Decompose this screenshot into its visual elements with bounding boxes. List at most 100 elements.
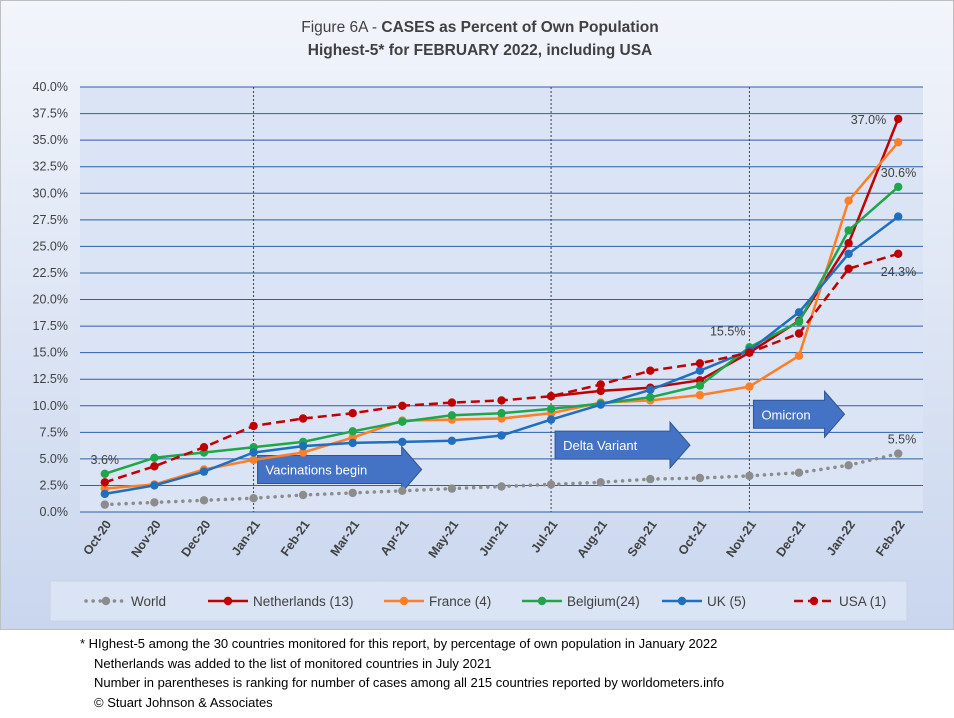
data-point	[844, 196, 853, 205]
data-point	[398, 417, 407, 426]
y-tick-label: 22.5%	[33, 266, 68, 280]
annotation-arrow	[257, 445, 423, 494]
data-point	[497, 431, 506, 440]
data-point	[794, 351, 804, 360]
data-point	[596, 400, 605, 409]
data-point	[894, 212, 903, 221]
legend-label: UK (5)	[707, 594, 746, 609]
annotation-label: Vacinations begin	[266, 463, 368, 478]
copyright-note: © Stuart Johnson & Associates	[94, 694, 273, 710]
y-tick-label: 15.0%	[33, 346, 68, 360]
data-point	[894, 449, 903, 458]
data-label: 3.6%	[91, 453, 120, 467]
data-point	[546, 404, 556, 414]
data-point	[398, 486, 407, 495]
data-point	[794, 317, 804, 326]
y-tick-label: 2.5%	[40, 478, 69, 492]
data-point	[894, 249, 903, 258]
data-point	[695, 381, 705, 390]
data-point	[894, 138, 903, 147]
data-point	[100, 489, 110, 499]
legend-label: Netherlands (13)	[253, 594, 354, 609]
data-point	[249, 494, 258, 503]
y-tick-label: 35.0%	[33, 133, 68, 147]
y-tick-label: 32.5%	[33, 160, 68, 174]
footnotes: * HIghest-5 among the 30 countries monit…	[80, 634, 724, 712]
legend-marker	[677, 596, 687, 606]
data-point	[745, 471, 754, 481]
legend-label: France (4)	[429, 594, 491, 609]
data-point	[596, 380, 605, 389]
data-point	[298, 448, 308, 457]
data-point	[844, 239, 853, 248]
annotation-arrow	[752, 389, 846, 439]
data-point	[100, 478, 110, 487]
data-point	[100, 500, 110, 509]
data-point	[199, 467, 209, 476]
legend-marker	[399, 596, 409, 606]
data-point	[298, 414, 308, 423]
data-point	[348, 427, 357, 436]
data-point	[695, 390, 705, 400]
data-point	[695, 366, 705, 375]
data-point	[447, 436, 457, 445]
data-point	[249, 421, 258, 431]
data-point	[646, 366, 655, 375]
data-point	[447, 411, 457, 420]
data-point	[695, 473, 705, 483]
data-point	[695, 359, 705, 368]
data-point	[894, 114, 903, 124]
data-label: 5.5%	[888, 433, 917, 447]
legend-label: Belgium(24)	[567, 594, 640, 609]
data-point	[844, 249, 853, 258]
y-tick-label: 17.5%	[33, 319, 68, 333]
data-point	[348, 438, 357, 448]
y-tick-label: 5.0%	[40, 452, 69, 466]
data-point	[794, 468, 804, 477]
y-tick-label: 20.0%	[33, 293, 68, 307]
data-point	[497, 396, 506, 405]
footnote-2: Netherlands was added to the list of mon…	[94, 655, 492, 671]
legend-marker	[537, 596, 547, 606]
data-point	[546, 480, 556, 489]
y-tick-label: 37.5%	[33, 107, 68, 121]
data-point	[150, 498, 159, 507]
data-point	[298, 490, 308, 500]
legend-marker	[809, 596, 819, 606]
data-point	[398, 401, 407, 410]
data-label: 24.3%	[881, 265, 916, 279]
data-point	[745, 382, 754, 391]
data-point	[249, 448, 258, 457]
data-point	[646, 393, 655, 402]
y-tick-label: 27.5%	[33, 213, 68, 227]
data-point	[745, 348, 754, 357]
data-point	[596, 478, 605, 487]
data-point	[497, 409, 506, 418]
y-tick-label: 7.5%	[40, 425, 69, 439]
y-tick-label: 12.5%	[33, 372, 68, 386]
chart-subtitle: Highest-5* for FEBRUARY 2022, including …	[308, 42, 653, 59]
footnote-3: Number in parentheses is ranking for num…	[94, 675, 725, 690]
annotation-arrow	[554, 420, 691, 470]
data-point	[348, 488, 357, 498]
data-point	[894, 182, 903, 192]
data-point	[844, 264, 853, 273]
annotation-label: Delta Variant	[563, 438, 638, 453]
legend-label: World	[131, 594, 166, 609]
data-point	[249, 455, 258, 465]
data-point	[646, 474, 655, 484]
y-tick-label: 0.0%	[40, 505, 69, 519]
data-point	[298, 441, 308, 451]
data-point	[794, 329, 804, 338]
y-tick-label: 30.0%	[33, 186, 68, 200]
y-tick-label: 10.0%	[33, 399, 68, 413]
data-point	[100, 469, 110, 478]
data-point	[546, 415, 556, 424]
data-label: 30.6%	[881, 166, 916, 180]
data-point	[844, 461, 853, 470]
data-label: 37.0%	[851, 113, 886, 127]
data-point	[646, 385, 655, 394]
data-point	[150, 481, 159, 490]
legend-label: USA (1)	[839, 594, 886, 609]
chart-title: Figure 6A - CASES as Percent of Own Popu…	[301, 19, 658, 36]
